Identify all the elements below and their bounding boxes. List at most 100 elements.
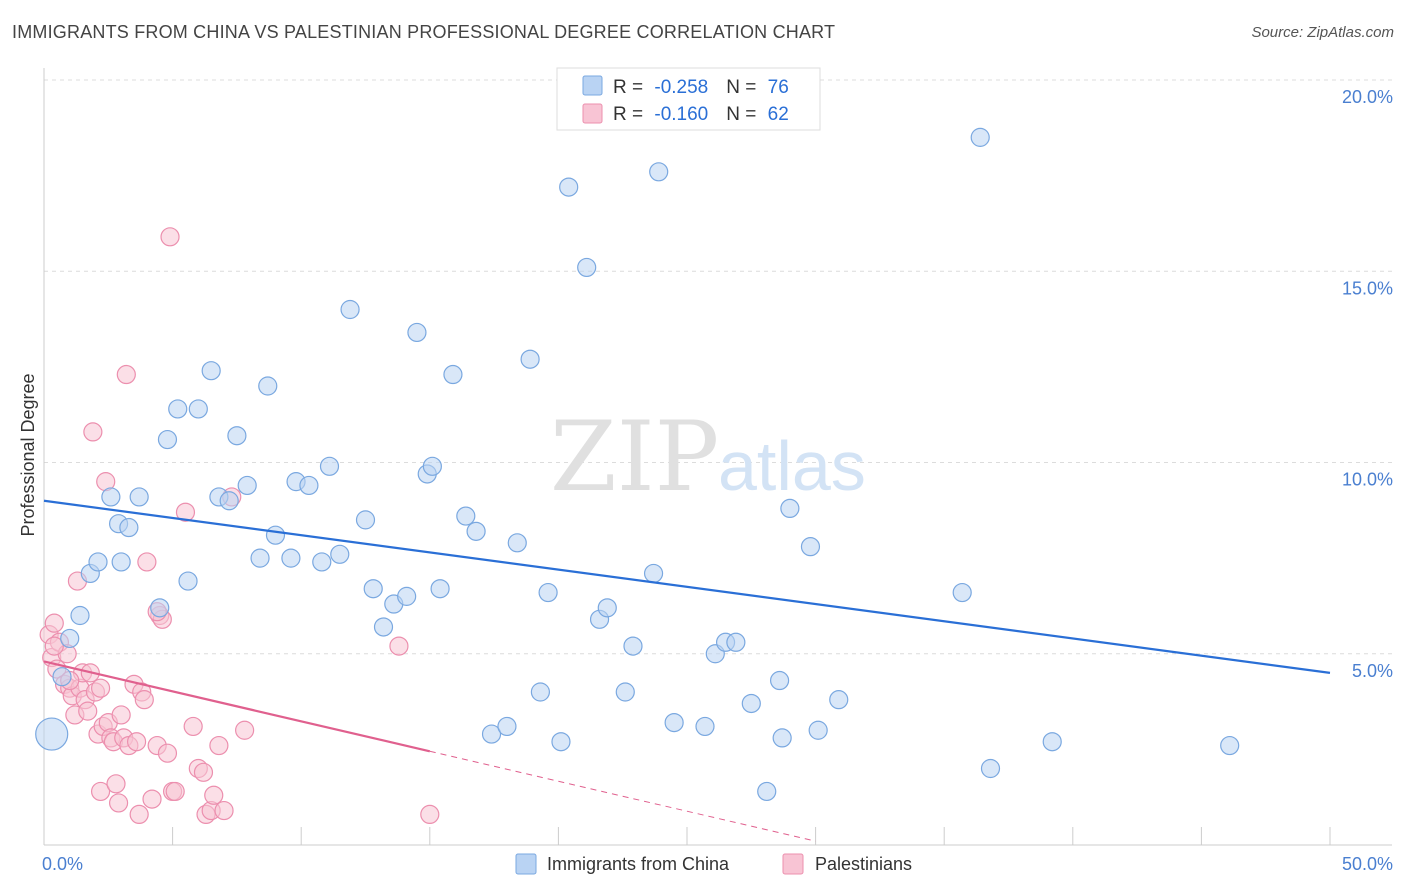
axes: [43, 68, 1392, 846]
watermark-zip: ZIP: [550, 401, 719, 513]
y-tick-label: 5.0%: [1352, 661, 1393, 681]
china-point: [695, 716, 715, 737]
china-point: [800, 537, 821, 557]
source-label: Source: ZipAtlas.com: [1251, 24, 1394, 41]
china-point: [35, 717, 69, 751]
china-point: [980, 758, 1001, 779]
legend-swatch-china: [582, 75, 603, 96]
legend-r-label: R =: [613, 104, 648, 125]
china-point: [808, 720, 828, 740]
china-point: [363, 579, 383, 599]
china-point: [407, 322, 427, 343]
palestinians-point: [165, 781, 185, 802]
palestinians-point: [134, 690, 154, 710]
china-point: [741, 693, 761, 714]
series-legend: Immigrants from China Palestinians: [515, 853, 912, 875]
palestinians-point: [116, 364, 136, 385]
china-point: [319, 456, 340, 476]
x-tick-label: 0.0%: [42, 854, 83, 874]
china-point: [507, 533, 527, 553]
china-point: [355, 510, 376, 530]
china-point: [201, 361, 221, 381]
china-point: [481, 724, 502, 744]
china-point: [281, 548, 301, 568]
china-point: [60, 628, 80, 649]
palestinians-point: [214, 800, 234, 821]
china-point: [299, 475, 319, 496]
china-point: [520, 349, 540, 369]
x-tick-label: 50.0%: [1342, 854, 1393, 874]
china-point: [119, 517, 139, 538]
china-point: [615, 682, 635, 702]
china-point: [649, 162, 669, 182]
china-point: [772, 728, 792, 748]
china-point: [237, 475, 257, 496]
china-point: [466, 521, 486, 541]
china-point: [970, 127, 990, 147]
legend-n-value: 76: [768, 77, 789, 98]
china-points: [35, 127, 1240, 802]
china-point: [780, 498, 800, 518]
china-point: [726, 632, 746, 652]
palestinians-point: [44, 613, 64, 633]
legend-r-value: -0.160: [654, 104, 708, 125]
bottom-legend-label-palestinians: Palestinians: [815, 854, 912, 874]
china-point: [530, 682, 550, 702]
china-point: [111, 552, 131, 572]
china-point: [664, 712, 684, 733]
palestinians-point: [389, 636, 409, 656]
palestinians-points: [39, 227, 440, 825]
china-point: [643, 563, 664, 584]
palestinians-point: [160, 227, 180, 247]
legend-row-china: R = -0.258 N = 76: [613, 77, 789, 98]
china-point: [443, 364, 463, 385]
grid-lines: [44, 79, 1392, 655]
legend-n-label: N =: [726, 104, 761, 125]
y-tick-label: 10.0%: [1342, 470, 1393, 490]
china-point: [70, 605, 90, 626]
china-point: [265, 525, 286, 545]
palestinians-trend-extension: [429, 750, 816, 842]
china-point: [250, 548, 270, 568]
china-point: [52, 667, 72, 687]
china-point: [551, 732, 571, 752]
bottom-legend-label-china: Immigrants from China: [547, 854, 730, 874]
palestinians-point: [137, 552, 157, 572]
palestinians-point: [78, 701, 98, 721]
china-point: [330, 544, 350, 564]
palestinians-trend-line: [43, 660, 431, 753]
correlation-legend: R = -0.258 N = 76 R = -0.160 N = 62: [556, 67, 821, 131]
bottom-legend-swatch-china: [515, 853, 537, 875]
legend-n-value: 62: [768, 104, 789, 125]
legend-r-label: R =: [613, 77, 648, 98]
china-point: [769, 670, 790, 691]
tick-labels: 5.0% 10.0% 15.0% 20.0% 0.0% 50.0%: [42, 87, 1393, 874]
china-point: [397, 586, 417, 606]
china-point: [227, 426, 247, 446]
china-point: [1220, 735, 1240, 756]
palestinians-point: [235, 720, 255, 740]
y-axis-label: Professional Degree: [18, 373, 38, 536]
china-point: [952, 582, 972, 603]
china-point: [101, 487, 121, 507]
bottom-legend-swatch-palestinians: [782, 853, 804, 875]
palestinians-point: [157, 743, 178, 763]
palestinians-point: [90, 781, 111, 802]
chart-title: IMMIGRANTS FROM CHINA VS PALESTINIAN PRO…: [12, 22, 836, 42]
china-point: [312, 552, 332, 572]
china-point: [422, 456, 442, 476]
palestinians-point: [129, 804, 149, 825]
china-point: [757, 781, 777, 802]
palestinians-point: [183, 716, 203, 737]
palestinians-point: [175, 502, 196, 522]
palestinians-point: [108, 793, 129, 813]
china-point: [430, 579, 450, 599]
china-point: [1042, 732, 1062, 752]
china-trend-line: [43, 499, 1331, 674]
china-point: [623, 636, 643, 656]
palestinians-point: [209, 735, 229, 756]
china-point: [829, 690, 849, 710]
legend-n-label: N =: [726, 77, 761, 98]
china-point: [597, 598, 617, 618]
